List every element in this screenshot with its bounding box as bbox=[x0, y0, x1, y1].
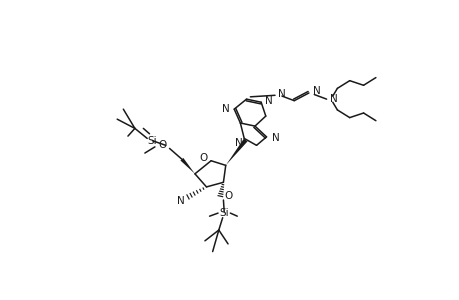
Text: N: N bbox=[235, 138, 242, 148]
Text: N: N bbox=[264, 96, 272, 106]
Text: N: N bbox=[271, 133, 279, 142]
Text: N: N bbox=[312, 86, 320, 96]
Text: O: O bbox=[224, 191, 232, 201]
Text: N: N bbox=[221, 104, 229, 114]
Text: Si: Si bbox=[219, 208, 229, 218]
Text: Si: Si bbox=[147, 136, 157, 146]
Text: N: N bbox=[177, 196, 185, 206]
Polygon shape bbox=[180, 158, 195, 174]
Polygon shape bbox=[225, 139, 247, 165]
Text: O: O bbox=[158, 140, 166, 150]
Text: N: N bbox=[278, 89, 285, 99]
Text: O: O bbox=[199, 153, 207, 163]
Text: N: N bbox=[330, 94, 337, 104]
